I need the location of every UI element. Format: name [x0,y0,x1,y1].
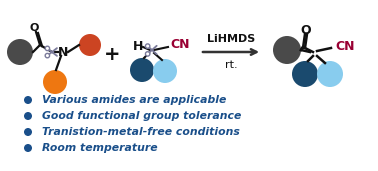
Circle shape [43,70,67,94]
Circle shape [24,96,32,104]
Text: CN: CN [335,41,355,54]
Text: rt.: rt. [225,60,237,70]
Text: Room temperature: Room temperature [42,143,158,153]
Circle shape [7,39,33,65]
Circle shape [24,112,32,120]
Circle shape [79,34,101,56]
Circle shape [146,52,150,56]
Circle shape [24,128,32,136]
Circle shape [153,59,177,83]
Text: LiHMDS: LiHMDS [207,34,255,44]
Text: Various amides are applicable: Various amides are applicable [42,95,226,105]
Text: Good functional group tolerance: Good functional group tolerance [42,111,242,121]
Text: Tranistion-metal-free conditions: Tranistion-metal-free conditions [42,127,240,137]
Circle shape [130,58,154,82]
Text: +: + [104,45,120,64]
Circle shape [292,61,318,87]
Circle shape [24,144,32,152]
Text: O: O [29,23,39,33]
Text: N: N [58,45,68,58]
Circle shape [317,61,343,87]
Text: H: H [133,40,143,52]
Text: CN: CN [170,38,189,51]
Circle shape [45,46,50,51]
Circle shape [273,36,301,64]
Circle shape [146,44,150,48]
Text: O: O [301,23,311,36]
Circle shape [45,53,50,58]
